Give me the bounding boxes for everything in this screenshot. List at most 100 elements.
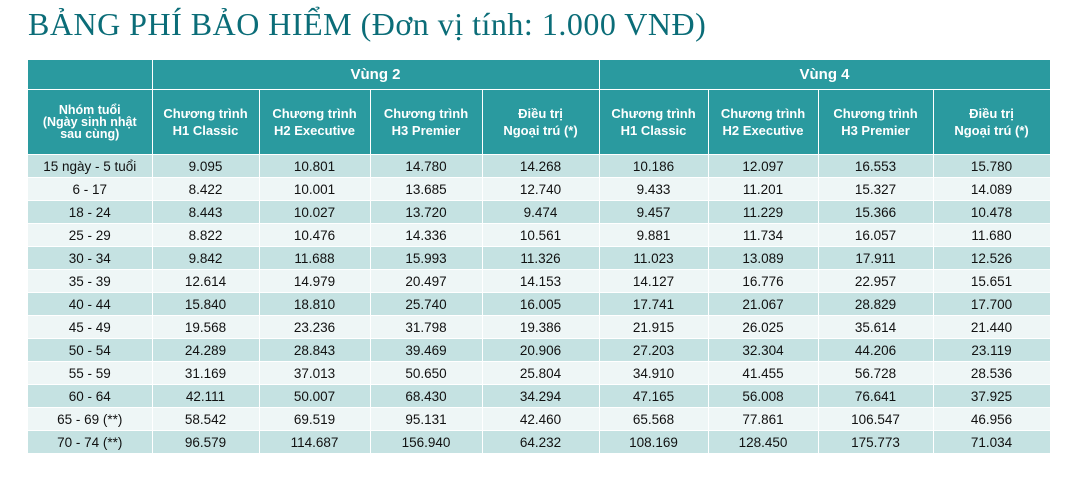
plan-header-line: Chương trình: [163, 106, 248, 121]
premium-cell: 11.326: [482, 246, 600, 270]
table-row: 40 - 44 15.840 18.810 25.740 16.005 17.741 21.…: [28, 292, 1051, 316]
age-group-cell: 60 - 64: [28, 384, 153, 408]
premium-cell: 28.536: [933, 361, 1051, 385]
plan-header-line: H3 Premier: [391, 123, 461, 138]
premium-cell: 9.881: [599, 223, 709, 247]
plan-header-line: H1 Classic: [172, 123, 239, 138]
plan-header-8: Điều trị Ngoại trú (*): [933, 89, 1051, 155]
age-group-cell: 65 - 69 (**): [28, 407, 153, 431]
premium-cell: 18.810: [259, 292, 371, 316]
premium-cell: 14.336: [370, 223, 483, 247]
zone-2-header: Vùng 2: [152, 60, 600, 90]
premium-cell: 58.542: [152, 407, 260, 431]
premium-cell: 37.925: [933, 384, 1051, 408]
premium-cell: 10.186: [599, 154, 709, 178]
premium-cell: 17.700: [933, 292, 1051, 316]
age-group-cell: 15 ngày - 5 tuổi: [28, 154, 153, 178]
premium-cell: 22.957: [818, 269, 934, 293]
premium-cell: 15.780: [933, 154, 1051, 178]
premium-cell: 9.474: [482, 200, 600, 224]
table-row: 35 - 39 12.614 14.979 20.497 14.153 14.127 16.…: [28, 269, 1051, 293]
premium-cell: 19.386: [482, 315, 600, 339]
table-row: 25 - 29 8.822 10.476 14.336 10.561 9.881 11.73…: [28, 223, 1051, 247]
premium-cell: 25.804: [482, 361, 600, 385]
premium-cell: 11.734: [708, 223, 819, 247]
table-row: 15 ngày - 5 tuổi 9.095 10.801 14.780 14.268 1…: [28, 154, 1051, 178]
premium-cell: 11.229: [708, 200, 819, 224]
age-group-cell: 45 - 49: [28, 315, 153, 339]
table-row: 55 - 59 31.169 37.013 50.650 25.804 34.910 41.…: [28, 361, 1051, 385]
table-row: 45 - 49 19.568 23.236 31.798 19.386 21.915 26.…: [28, 315, 1051, 339]
age-group-cell: 25 - 29: [28, 223, 153, 247]
premium-cell: 8.822: [152, 223, 260, 247]
premium-cell: 71.034: [933, 430, 1051, 454]
page-title: BẢNG PHÍ BẢO HIỂM (Đơn vị tính: 1.000 VN…: [28, 6, 707, 42]
premium-cell: 11.023: [599, 246, 709, 270]
premium-cell: 12.526: [933, 246, 1051, 270]
premium-table: Vùng 2 Vùng 4 Nhóm tuổi (Ngày sinh nhật …: [28, 60, 1051, 454]
age-group-cell: 30 - 34: [28, 246, 153, 270]
premium-cell: 20.497: [370, 269, 483, 293]
premium-cell: 15.366: [818, 200, 934, 224]
premium-cell: 15.993: [370, 246, 483, 270]
premium-cell: 108.169: [599, 430, 709, 454]
premium-cell: 9.457: [599, 200, 709, 224]
premium-cell: 28.829: [818, 292, 934, 316]
premium-cell: 32.304: [708, 338, 819, 362]
premium-cell: 50.650: [370, 361, 483, 385]
premium-cell: 11.688: [259, 246, 371, 270]
premium-cell: 9.842: [152, 246, 260, 270]
premium-cell: 14.153: [482, 269, 600, 293]
zone-header-blank: [28, 60, 153, 90]
premium-cell: 68.430: [370, 384, 483, 408]
age-group-cell: 18 - 24: [28, 200, 153, 224]
premium-cell: 39.469: [370, 338, 483, 362]
age-group-cell: 55 - 59: [28, 361, 153, 385]
plan-header-line: Chương trình: [272, 106, 357, 121]
premium-cell: 14.780: [370, 154, 483, 178]
premium-cell: 69.519: [259, 407, 371, 431]
premium-cell: 34.910: [599, 361, 709, 385]
premium-cell: 28.843: [259, 338, 371, 362]
premium-cell: 64.232: [482, 430, 600, 454]
age-group-cell: 40 - 44: [28, 292, 153, 316]
premium-cell: 12.740: [482, 177, 600, 201]
age-header-line: (Ngày sinh nhật: [42, 115, 137, 129]
premium-cell: 77.861: [708, 407, 819, 431]
premium-cell: 95.131: [370, 407, 483, 431]
premium-cell: 50.007: [259, 384, 371, 408]
premium-cell: 41.455: [708, 361, 819, 385]
premium-cell: 34.294: [482, 384, 600, 408]
table-row: 18 - 24 8.443 10.027 13.720 9.474 9.457 11.229…: [28, 200, 1051, 224]
premium-cell: 16.776: [708, 269, 819, 293]
plan-header-line: Điều trị: [969, 106, 1014, 121]
premium-cell: 15.327: [818, 177, 934, 201]
premium-cell: 12.614: [152, 269, 260, 293]
premium-cell: 106.547: [818, 407, 934, 431]
premium-cell: 14.127: [599, 269, 709, 293]
plan-header-7: Chương trình H3 Premier: [818, 89, 934, 155]
plan-header-line: Chương trình: [833, 106, 918, 121]
premium-cell: 27.203: [599, 338, 709, 362]
premium-cell: 11.201: [708, 177, 819, 201]
premium-cell: 13.685: [370, 177, 483, 201]
premium-cell: 44.206: [818, 338, 934, 362]
table-row: 65 - 69 (**) 58.542 69.519 95.131 42.460 65.5…: [28, 407, 1051, 431]
premium-cell: 16.057: [818, 223, 934, 247]
premium-cell: 128.450: [708, 430, 819, 454]
premium-cell: 26.025: [708, 315, 819, 339]
premium-cell: 10.027: [259, 200, 371, 224]
premium-cell: 16.005: [482, 292, 600, 316]
premium-cell: 37.013: [259, 361, 371, 385]
premium-cell: 20.906: [482, 338, 600, 362]
premium-cell: 19.568: [152, 315, 260, 339]
age-group-cell: 6 - 17: [28, 177, 153, 201]
premium-cell: 56.008: [708, 384, 819, 408]
plan-header-line: Điều trị: [518, 106, 563, 121]
premium-cell: 46.956: [933, 407, 1051, 431]
premium-cell: 21.067: [708, 292, 819, 316]
premium-cell: 13.089: [708, 246, 819, 270]
premium-cell: 11.680: [933, 223, 1051, 247]
plan-header-line: H1 Classic: [620, 123, 687, 138]
premium-cell: 96.579: [152, 430, 260, 454]
